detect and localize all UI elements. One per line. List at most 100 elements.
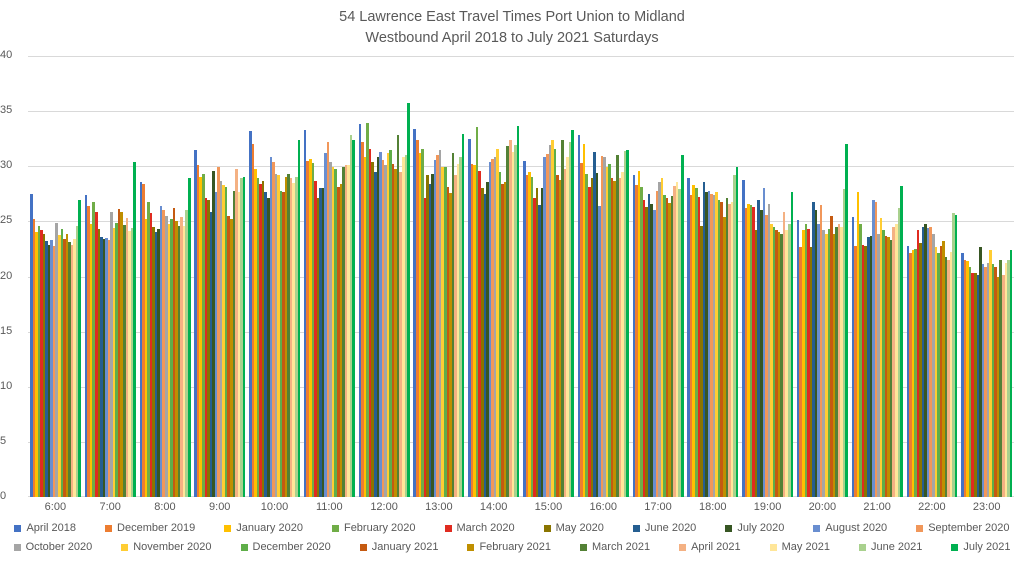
bar-group-2100	[850, 56, 905, 497]
y-tick-label: 15	[0, 324, 13, 337]
gridline	[28, 276, 1014, 278]
legend: April 2018 December 2019 January 2020 Febru…	[0, 520, 1024, 558]
legend-item: June 2020	[632, 522, 696, 534]
bar	[35, 232, 38, 497]
bar	[528, 171, 531, 497]
bar	[939, 245, 943, 497]
legend-item: May 2020	[543, 522, 604, 534]
bar	[207, 200, 210, 497]
bar	[384, 165, 387, 497]
plot-area	[28, 56, 1014, 497]
bar	[730, 201, 734, 497]
bar	[647, 193, 651, 497]
bar	[598, 205, 601, 497]
bar	[423, 198, 427, 497]
y-tick-label: 20	[0, 269, 13, 282]
bar	[996, 276, 1000, 497]
legend-item: July 2021	[951, 541, 1010, 553]
legend-item: November 2020	[121, 541, 212, 553]
x-axis-label: 16:00	[589, 501, 617, 513]
bar	[796, 220, 800, 497]
legend-label: December 2019	[117, 522, 196, 534]
y-tick-label: 10	[0, 379, 13, 392]
bar	[436, 155, 439, 497]
gridline	[28, 111, 1014, 113]
bar	[966, 261, 969, 497]
bar	[914, 248, 917, 497]
bar	[102, 239, 106, 497]
bar	[55, 222, 59, 497]
bar	[314, 180, 317, 497]
gridline	[28, 331, 1014, 333]
bar-group-1100	[302, 56, 357, 497]
bar	[540, 188, 544, 497]
bar	[770, 223, 773, 497]
bar	[645, 207, 648, 497]
bar-group-1300	[411, 56, 466, 497]
bar	[981, 264, 985, 497]
bar	[929, 226, 932, 497]
bar	[765, 214, 768, 497]
x-axis-label: 22:00	[918, 501, 946, 513]
bar	[212, 170, 215, 497]
legend-swatch	[725, 524, 733, 532]
bar	[230, 219, 233, 497]
bar	[363, 157, 367, 497]
x-axis-label: 11:00	[315, 501, 343, 513]
bar	[358, 124, 362, 497]
bar	[897, 208, 901, 497]
bar	[971, 273, 975, 497]
bar	[516, 125, 520, 497]
bar	[368, 148, 372, 497]
bar	[266, 198, 270, 497]
bar	[122, 224, 126, 497]
bar	[297, 139, 301, 497]
bar	[887, 236, 890, 497]
bar	[509, 139, 512, 497]
bar	[235, 168, 238, 497]
bar	[580, 162, 583, 497]
bar	[376, 157, 380, 497]
bar	[431, 174, 434, 497]
legend-label: March 2021	[592, 541, 651, 553]
bar	[582, 144, 586, 497]
legend-label: October 2020	[25, 541, 93, 553]
y-tick-label: 40	[0, 49, 13, 61]
bar	[762, 188, 766, 497]
bar	[68, 242, 71, 497]
bar	[97, 229, 101, 497]
bar	[279, 190, 283, 497]
bar	[404, 155, 408, 497]
bar	[835, 226, 838, 497]
bar	[754, 230, 758, 497]
bar	[37, 225, 41, 497]
bar	[551, 139, 554, 497]
bar	[538, 204, 541, 497]
bar	[608, 164, 611, 497]
bar	[112, 228, 116, 497]
bar	[974, 273, 977, 497]
legend-item: October 2020	[13, 541, 93, 553]
legend-item: January 2020	[224, 522, 303, 534]
bar	[663, 194, 666, 497]
legend-swatch	[769, 543, 777, 551]
bar-group-1600	[576, 56, 631, 497]
bar	[342, 167, 345, 497]
x-axis-label: 20:00	[808, 501, 837, 513]
bar	[194, 149, 197, 497]
legend-swatch	[224, 524, 232, 532]
bar	[47, 244, 51, 497]
legend-swatch	[679, 543, 687, 551]
bar	[89, 223, 93, 497]
bar	[326, 142, 330, 497]
bar	[92, 201, 95, 497]
bar	[87, 205, 90, 497]
bar	[782, 211, 786, 497]
bar-group-900	[192, 56, 247, 497]
bar	[600, 156, 604, 497]
bar	[817, 223, 820, 497]
bar	[658, 181, 661, 497]
bar	[692, 185, 696, 497]
bar	[621, 171, 624, 497]
